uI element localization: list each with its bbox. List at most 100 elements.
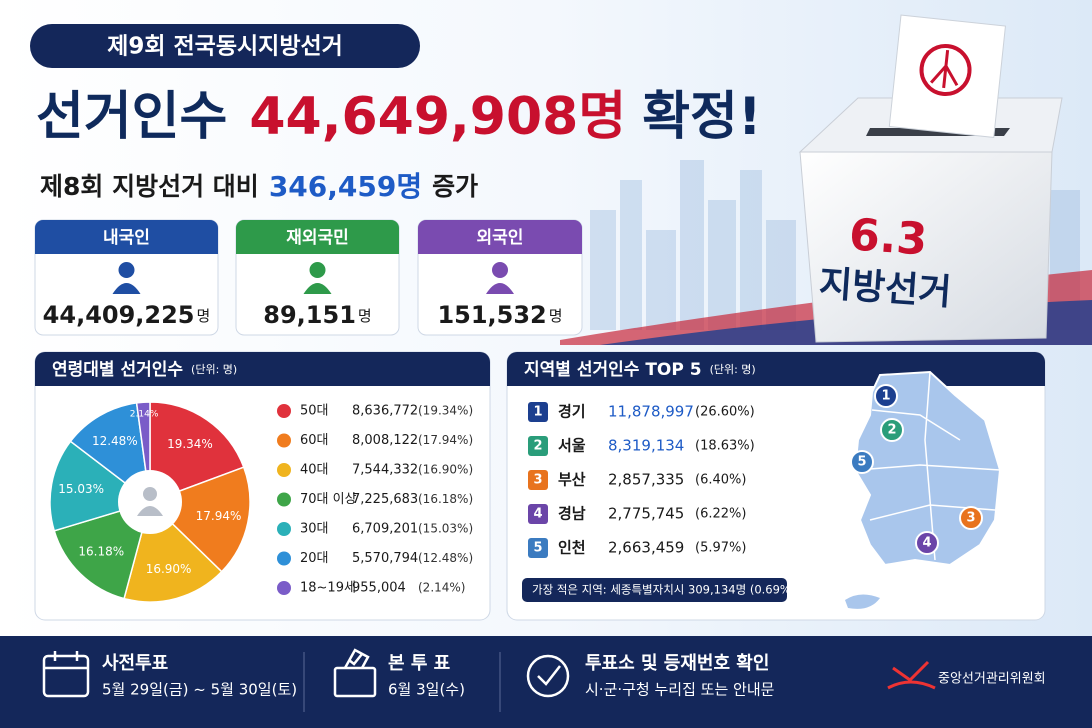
region-note: 가장 적은 지역: 세종특별자치시 309,134명 (0.69%) xyxy=(532,583,795,597)
headline: 선거인수 44,649,908명 확정! xyxy=(36,87,762,147)
legend-label: 70대 이상 xyxy=(300,492,357,507)
region-title: 지역별 선거인수 TOP 5 (단위: 명) xyxy=(524,360,756,380)
city-skyline xyxy=(590,160,1080,330)
slice-label: 19.34% xyxy=(167,437,213,451)
region-name: 경남 xyxy=(558,505,586,523)
legend-label: 20대 xyxy=(300,551,329,566)
map-marker xyxy=(880,418,904,442)
legend-dot xyxy=(277,522,291,536)
person-body xyxy=(303,283,332,294)
legend-percent: (16.90%) xyxy=(418,463,473,477)
slice-label: 17.94% xyxy=(196,509,242,523)
footer-items: 사전투표 5월 29일(금) ~ 5월 30일(토) 본 투 표 6월 3일(수) 투표… xyxy=(102,653,775,699)
legend-dot xyxy=(277,551,291,566)
footer-detail: 6월 3일(수) xyxy=(388,681,465,699)
slice-label: 2.14% xyxy=(130,410,159,420)
map-marker-number: 2 xyxy=(887,423,896,438)
age-title-text: 연령대별 선거인수 xyxy=(52,359,183,380)
legend-dot xyxy=(277,581,291,595)
legend-count: 6,709,201 xyxy=(352,522,418,537)
rank-badge xyxy=(528,402,548,422)
legend-count: 5,570,794 xyxy=(352,551,418,566)
legend-percent: (12.48%) xyxy=(418,551,473,565)
slice-label: 16.90% xyxy=(146,562,192,576)
org-name: 중앙선거관리위원회 xyxy=(938,672,1046,687)
group-value: 151,532 명 xyxy=(437,301,562,329)
age-title: 연령대별 선거인수 (단위: 명) xyxy=(52,359,237,380)
legend-percent: (19.34%) xyxy=(418,404,473,418)
map-marker xyxy=(959,506,983,530)
people-icon-body xyxy=(137,506,163,516)
slice-label: 15.03% xyxy=(58,482,104,496)
region-name: 서울 xyxy=(558,437,586,455)
pie-chart: 19.34% 17.94% 16.90% 16.18% 15.03% 12.48% 2.14… xyxy=(49,401,473,603)
region-name: 인천 xyxy=(558,539,586,557)
person-head xyxy=(118,262,135,278)
rank-badge xyxy=(528,470,548,490)
map-marker-number: 4 xyxy=(922,536,931,551)
legend-label: 60대 xyxy=(300,433,329,448)
legend-percent: (16.18%) xyxy=(418,492,473,506)
footer-title: 투표소 및 등재번호 확인 xyxy=(585,653,769,674)
region-count: 11,878,997 xyxy=(608,403,694,421)
footer-title: 본 투 표 xyxy=(388,653,450,674)
group-value: 89,151 명 xyxy=(263,301,371,329)
region-count: 2,663,459 xyxy=(608,539,684,557)
people-icon-head xyxy=(143,487,157,501)
map-marker xyxy=(874,384,898,408)
legend-label: 30대 xyxy=(300,522,329,537)
footer-detail: 5월 29일(금) ~ 5월 30일(토) xyxy=(102,681,297,699)
footer-detail: 시·군·구청 누리집 또는 안내문 xyxy=(585,681,775,699)
legend-dot xyxy=(277,404,291,418)
legend-dot xyxy=(277,463,291,477)
rank-number: 3 xyxy=(533,473,542,488)
region-percent: (26.60%) xyxy=(695,405,755,420)
group-value: 44,409,225 명 xyxy=(43,301,211,329)
legend-percent: (15.03%) xyxy=(418,522,473,536)
rank-number: 5 xyxy=(533,541,542,556)
ballot-label: 지방선거 xyxy=(818,263,953,313)
group-label: 외국인 xyxy=(477,228,524,248)
group-card-header-base xyxy=(418,240,582,254)
slice-label: 16.18% xyxy=(78,545,124,559)
group-label: 재외국민 xyxy=(286,228,349,248)
group-unit: 명 xyxy=(549,307,563,325)
region-name: 부산 xyxy=(558,471,586,489)
rank-badge xyxy=(528,538,548,558)
person-body xyxy=(112,283,141,294)
region-count: 8,319,134 xyxy=(608,437,684,455)
region-percent: (6.22%) xyxy=(695,507,746,522)
region-percent: (18.63%) xyxy=(695,439,755,454)
sub-number: 346,459명 xyxy=(269,170,422,203)
legend-count: 7,544,332 xyxy=(352,463,418,478)
region-title-text: 지역별 선거인수 TOP 5 xyxy=(524,360,702,380)
person-head xyxy=(309,262,326,278)
region-percent: (5.97%) xyxy=(695,541,746,556)
rank-number: 1 xyxy=(533,405,542,420)
legend-dot xyxy=(277,433,291,448)
sub-suffix: 증가 xyxy=(432,172,478,201)
footer-icons xyxy=(42,648,570,698)
badge xyxy=(30,24,420,68)
jeju xyxy=(845,594,880,609)
pie-center xyxy=(118,470,182,534)
person-head xyxy=(492,262,508,278)
ballot-date: 6.3 xyxy=(848,209,929,265)
group-unit: 명 xyxy=(197,307,211,325)
headline-suffix: 확정! xyxy=(642,87,761,147)
legend-count: 8,636,772 xyxy=(352,404,418,419)
group-unit: 명 xyxy=(358,307,372,325)
map-marker-number: 1 xyxy=(881,389,890,404)
legend-count: 7,225,683 xyxy=(352,492,418,507)
legend-label: 40대 xyxy=(300,463,329,478)
person-body xyxy=(486,283,514,294)
map-marker xyxy=(915,531,939,555)
age-panel-header-base xyxy=(35,372,490,386)
region-unit: (단위: 명) xyxy=(710,363,756,376)
badge-text: 제9회 전국동시지방선거 xyxy=(107,34,343,60)
legend-label: 18~19세 xyxy=(300,581,356,596)
group-number: 44,409,225 xyxy=(43,301,195,329)
